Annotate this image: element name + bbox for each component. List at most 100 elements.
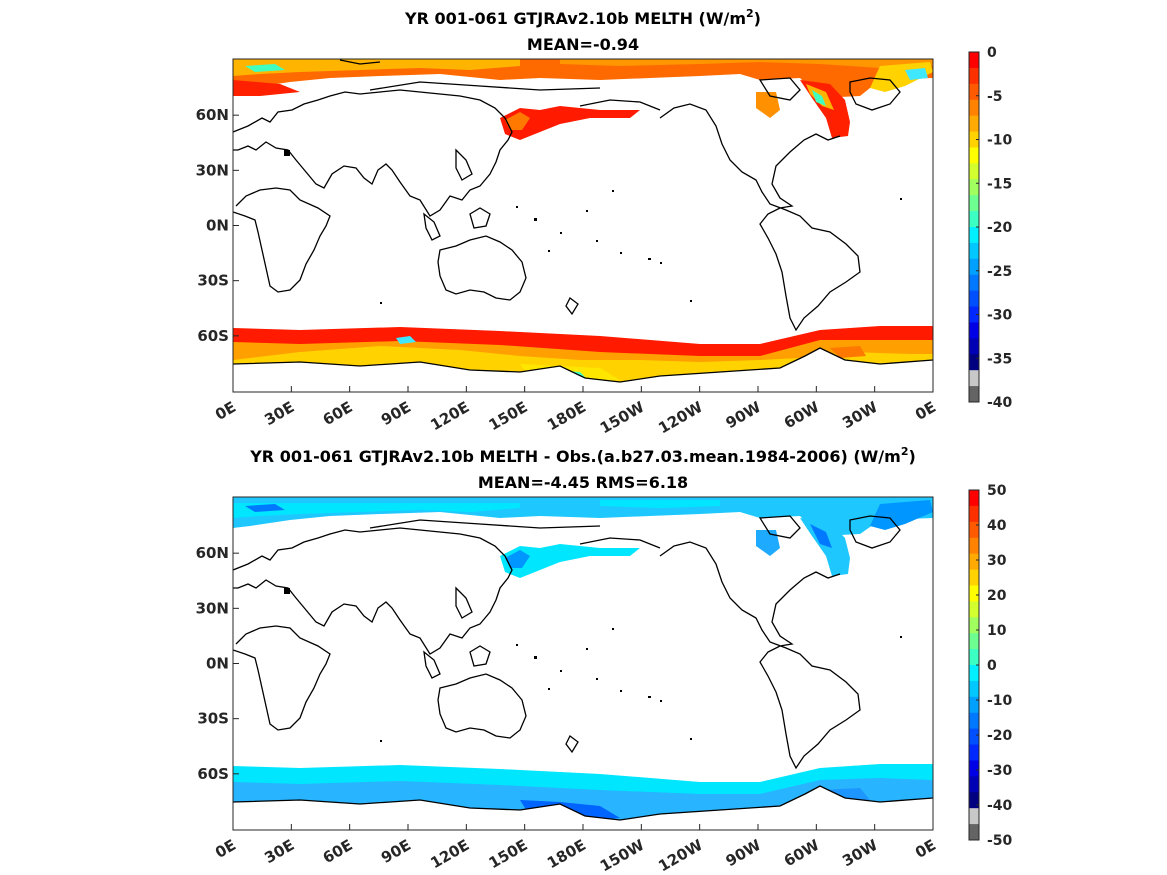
colorbar-segment (969, 808, 979, 825)
colorbar-segment (969, 649, 979, 666)
x-tick-label: 0E (212, 398, 239, 424)
x-tick-label: 150W (597, 398, 648, 438)
panel1-x-axis: 0E 30E 60E 90E 120E 150E 180E 150W 120W 90W 60W 30W… (212, 386, 939, 437)
colorbar-segment (969, 712, 979, 730)
colorbar-segment (969, 744, 979, 761)
panel1-subtitle: MEAN=-0.94 (527, 35, 639, 54)
colorbar-segment (969, 163, 979, 180)
y-tick-label: 60N (196, 544, 229, 562)
colorbar-segment (969, 553, 979, 571)
antarctica-land (233, 348, 933, 392)
colorbar-tick-label: -15 (987, 176, 1012, 192)
x-tick-label: 30W (839, 836, 881, 871)
panel2-y-axis: 60N 30N 0N 30S 60S (196, 544, 239, 783)
colorbar-tick-label: 40 (987, 518, 1007, 534)
colorbar-tick-label: -30 (987, 308, 1013, 324)
y-tick-label: 0N (206, 217, 229, 235)
colorbar-segment (969, 537, 979, 555)
colorbar-tick-label: -20 (987, 728, 1013, 744)
x-tick-label: 60E (320, 398, 356, 429)
x-tick-label: 90W (723, 836, 765, 871)
colorbar-segment (969, 115, 979, 133)
colorbar-tick-label: 10 (987, 623, 1007, 639)
panel-melth: YR 001-061 GTJRAv2.10b MELTH (W/m2) MEAN… (196, 7, 1013, 437)
panel2-map (233, 497, 933, 830)
colorbar-segment (969, 131, 979, 148)
colorbar-segment (969, 322, 979, 339)
colorbar-tick-label: -5 (987, 89, 1003, 105)
colorbar-segment (969, 195, 979, 212)
colorbar-tick-label: 0 (987, 658, 997, 674)
colorbar-tick-label: 0 (987, 45, 997, 61)
colorbar-segment (969, 211, 979, 228)
colorbar-segment (969, 147, 979, 164)
panel2-subtitle: MEAN=-4.45 RMS=6.18 (478, 473, 688, 492)
colorbar-segment (969, 227, 979, 244)
y-tick-label: 30S (197, 710, 229, 728)
x-tick-label: 0E (212, 836, 239, 862)
island-speckles (284, 150, 902, 304)
colorbar-segment (969, 728, 979, 746)
coastlines-2 (233, 515, 933, 821)
colorbar-segment (969, 354, 979, 371)
x-tick-label: 90E (378, 836, 414, 867)
colorbar-segment (969, 290, 979, 308)
colorbar-segment (969, 569, 979, 586)
colorbar-segment (969, 601, 979, 618)
colorbar-segment (969, 306, 979, 323)
x-tick-label: 60W (781, 836, 823, 871)
panel-melth-diff: YR 001-061 GTJRAv2.10b MELTH - Obs.(a.b2… (196, 445, 1013, 875)
colorbar-tick-label: 30 (987, 553, 1007, 569)
x-tick-label: 0E (912, 398, 939, 424)
colorbar-tick-label: 20 (987, 588, 1007, 604)
colorbar-segment (969, 386, 979, 403)
y-tick-label: 30S (197, 272, 229, 290)
x-tick-label: 60E (320, 836, 356, 867)
colorbar-segment (969, 633, 979, 650)
panel1-y-axis: 60N 30N 0N 30S 60S (196, 106, 239, 345)
colorbar-segment (969, 52, 979, 69)
y-tick-label: 30N (196, 599, 229, 617)
panel1-map (233, 59, 933, 392)
colorbar-segment (969, 617, 979, 634)
x-tick-label: 120W (655, 398, 706, 438)
y-tick-label: 60S (197, 327, 229, 345)
colorbar-tick-label: 50 (987, 483, 1007, 499)
x-tick-label: 150E (486, 836, 531, 872)
y-tick-label: 30N (196, 161, 229, 179)
x-tick-label: 0E (912, 836, 939, 862)
y-tick-label: 60S (197, 765, 229, 783)
colorbar-segment (969, 258, 979, 276)
x-tick-label: 180E (544, 398, 589, 434)
x-tick-label: 90E (378, 398, 414, 429)
panel2-x-axis: 0E 30E 60E 90E 120E 150E 180E 150W 120W 90W 60W 30W… (212, 824, 939, 875)
x-tick-label: 60W (781, 398, 823, 433)
panel2-colorbar: 50 40 30 20 10 0 -10 -20 -30 -40 -50 (968, 483, 1013, 849)
colorbar-tick-label: -20 (987, 220, 1013, 236)
colorbar-segment (969, 83, 979, 101)
x-tick-label: 90W (723, 398, 765, 433)
colorbar-segment (969, 585, 979, 602)
colorbar-tick-label: -35 (987, 351, 1012, 367)
x-tick-label: 120W (655, 836, 706, 875)
colorbar-tick-label: -10 (987, 693, 1013, 709)
y-tick-label: 60N (196, 106, 229, 124)
panel1-title: YR 001-061 GTJRAv2.10b MELTH (W/m2) (404, 7, 761, 28)
colorbar-segment (969, 242, 979, 260)
y-tick-label: 0N (206, 655, 229, 673)
arctic-melt-field (233, 59, 933, 140)
x-tick-label: 150W (597, 836, 648, 875)
x-tick-label: 120E (427, 836, 472, 872)
antarctica-land-2 (233, 786, 933, 830)
colorbar-segment (969, 179, 979, 196)
colorbar-tick-label: -40 (987, 395, 1013, 411)
colorbar-segment (969, 824, 979, 841)
colorbar-segment (969, 505, 979, 523)
colorbar-segment (969, 274, 979, 292)
colorbar-segment (969, 696, 979, 714)
colorbar-segment (969, 792, 979, 809)
colorbar-segment (969, 760, 979, 777)
coastlines (233, 59, 933, 383)
colorbar-segment (969, 370, 979, 387)
panel1-colorbar: 0 -5 -10 -15 -20 -25 -30 -35 -40 (968, 45, 1013, 411)
